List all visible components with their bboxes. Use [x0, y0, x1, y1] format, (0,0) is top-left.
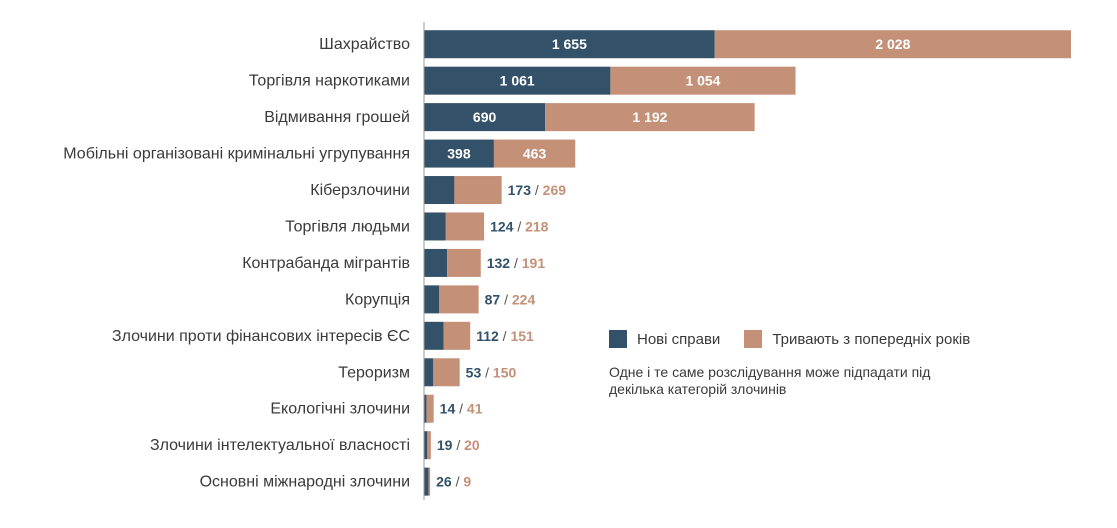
bar-ongoing-cases [447, 248, 481, 277]
bar-ongoing-cases [445, 212, 485, 241]
category-label: Злочини інтелектуальної власності [150, 437, 410, 454]
category-label: Основні міжнародні злочини [200, 474, 410, 491]
data-label-ongoing: 150 [493, 364, 517, 380]
bar-ongoing-cases [439, 285, 479, 314]
bar-ongoing-cases [545, 103, 755, 132]
bar-new-cases [424, 176, 455, 205]
legend-label-new: Нові справи [637, 330, 721, 348]
data-label-separator: / [535, 182, 543, 198]
category-label: Екологічні злочини [270, 401, 410, 418]
data-label-new: 53 [466, 364, 485, 380]
bar-new-cases [424, 103, 546, 132]
data-label-pair: 132 / 191 [487, 255, 546, 271]
data-label-ongoing: 269 [543, 182, 567, 198]
legend: Нові справи Тривають з попередніх років [609, 330, 994, 348]
category-label: Шахрайство [319, 36, 410, 53]
data-label-ongoing: 1 054 [685, 73, 720, 89]
data-label-ongoing: 224 [512, 291, 536, 307]
data-label-new: 19 [437, 437, 456, 453]
data-label-ongoing: 151 [510, 328, 534, 344]
data-label-separator: / [459, 401, 467, 417]
category-label: Злочини проти фінансових інтересів ЄС [112, 328, 410, 345]
category-label: Відмивання грошей [264, 109, 410, 126]
bar-ongoing-cases [454, 176, 502, 205]
data-label-pair: 14 / 41 [440, 401, 483, 417]
legend-item-new: Нові справи [609, 330, 720, 348]
bar-new-cases [424, 358, 434, 387]
category-label: Мобільні організовані кримінальні угрупу… [63, 146, 410, 163]
legend-swatch-new [609, 330, 627, 348]
data-label-new: 14 [440, 401, 459, 417]
data-label-separator: / [504, 291, 512, 307]
data-label-new: 398 [447, 146, 471, 162]
data-label-pair: 112 / 151 [476, 328, 534, 344]
data-label-pair: 19 / 20 [437, 437, 480, 453]
data-label-separator: / [485, 364, 493, 380]
data-label-new: 112 [476, 328, 502, 344]
data-label-pair: 87 / 224 [485, 291, 536, 307]
data-label-separator: / [503, 328, 511, 344]
bar-new-cases [424, 248, 448, 277]
data-label-new: 124 [490, 218, 517, 234]
legend-item-ongoing: Тривають з попередніх років [744, 330, 970, 348]
bar-ongoing-cases [714, 30, 1071, 59]
data-label-ongoing: 9 [463, 474, 471, 490]
data-label-pair: 53 / 150 [466, 364, 517, 380]
bar-new-cases [424, 139, 494, 168]
data-label-ongoing: 463 [523, 146, 547, 162]
category-label: Тероризм [338, 364, 410, 381]
category-label: Кіберзлочини [310, 182, 410, 199]
bar-ongoing-cases [428, 467, 431, 496]
data-label-new: 132 [487, 255, 514, 271]
data-label-separator: / [456, 437, 464, 453]
chart-note: Одне і те саме розслідування може підпад… [609, 364, 931, 397]
data-label-ongoing: 20 [464, 437, 480, 453]
bar-ongoing-cases [493, 139, 576, 168]
data-label-separator: / [514, 255, 522, 271]
data-label-ongoing: 1 192 [632, 109, 667, 125]
data-label-new: 87 [485, 291, 504, 307]
bar-new-cases [424, 30, 715, 59]
category-label: Торгівля людьми [285, 218, 410, 235]
bar-new-cases [424, 467, 429, 496]
data-label-ongoing: 2 028 [875, 36, 910, 52]
data-label-pair: 173 / 269 [508, 182, 567, 198]
data-label-ongoing: 191 [522, 255, 546, 271]
data-label-new: 690 [473, 109, 497, 125]
bar-ongoing-cases [426, 394, 434, 423]
bar-new-cases [424, 431, 428, 460]
data-label-separator: / [517, 218, 525, 234]
bar-ongoing-cases [427, 431, 431, 460]
bar-new-cases [424, 394, 427, 423]
bar-ongoing-cases [433, 358, 460, 387]
bar-ongoing-cases [443, 321, 471, 350]
data-label-ongoing: 218 [525, 218, 549, 234]
legend-swatch-ongoing [744, 330, 763, 348]
legend-label-ongoing: Тривають з попередніх років [772, 330, 971, 348]
data-label-new: 26 [436, 474, 455, 490]
bar-new-cases [424, 66, 611, 95]
bar-new-cases [424, 285, 440, 314]
bar-new-cases [424, 321, 444, 350]
category-label: Торгівля наркотиками [249, 73, 410, 90]
bar-ongoing-cases [610, 66, 796, 95]
category-label: Контрабанда мігрантів [242, 255, 410, 272]
category-label: Корупція [345, 291, 410, 308]
data-label-pair: 124 / 218 [490, 218, 549, 234]
data-label-pair: 26 / 9 [436, 474, 471, 490]
data-label-new: 1 061 [500, 73, 535, 89]
data-label-new: 173 [508, 182, 535, 198]
data-label-new: 1 655 [552, 36, 587, 52]
data-label-ongoing: 41 [467, 401, 483, 417]
bar-new-cases [424, 212, 446, 241]
data-label-separator: / [456, 474, 464, 490]
